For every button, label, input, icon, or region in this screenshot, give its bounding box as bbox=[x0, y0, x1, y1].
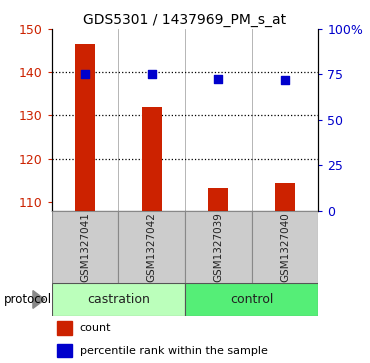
Text: GSM1327039: GSM1327039 bbox=[213, 212, 223, 282]
Point bbox=[215, 76, 221, 82]
Bar bbox=[52, 211, 118, 283]
Bar bbox=[57, 322, 72, 335]
Bar bbox=[75, 44, 95, 211]
Text: control: control bbox=[230, 293, 273, 306]
Text: castration: castration bbox=[87, 293, 150, 306]
Bar bbox=[142, 107, 162, 211]
Bar bbox=[118, 211, 185, 283]
Point bbox=[282, 77, 288, 83]
Bar bbox=[57, 344, 72, 357]
Bar bbox=[252, 211, 318, 283]
Bar bbox=[185, 211, 252, 283]
Polygon shape bbox=[33, 290, 45, 308]
Bar bbox=[52, 283, 185, 316]
Point bbox=[82, 72, 88, 77]
Text: percentile rank within the sample: percentile rank within the sample bbox=[80, 346, 268, 356]
Bar bbox=[185, 283, 318, 316]
Title: GDS5301 / 1437969_PM_s_at: GDS5301 / 1437969_PM_s_at bbox=[84, 13, 286, 26]
Text: GSM1327041: GSM1327041 bbox=[80, 212, 90, 282]
Text: GSM1327042: GSM1327042 bbox=[147, 212, 157, 282]
Bar bbox=[275, 183, 295, 211]
Bar bbox=[208, 188, 228, 211]
Point bbox=[149, 72, 155, 77]
Text: protocol: protocol bbox=[4, 293, 52, 306]
Text: count: count bbox=[80, 323, 111, 333]
Text: GSM1327040: GSM1327040 bbox=[280, 212, 290, 282]
